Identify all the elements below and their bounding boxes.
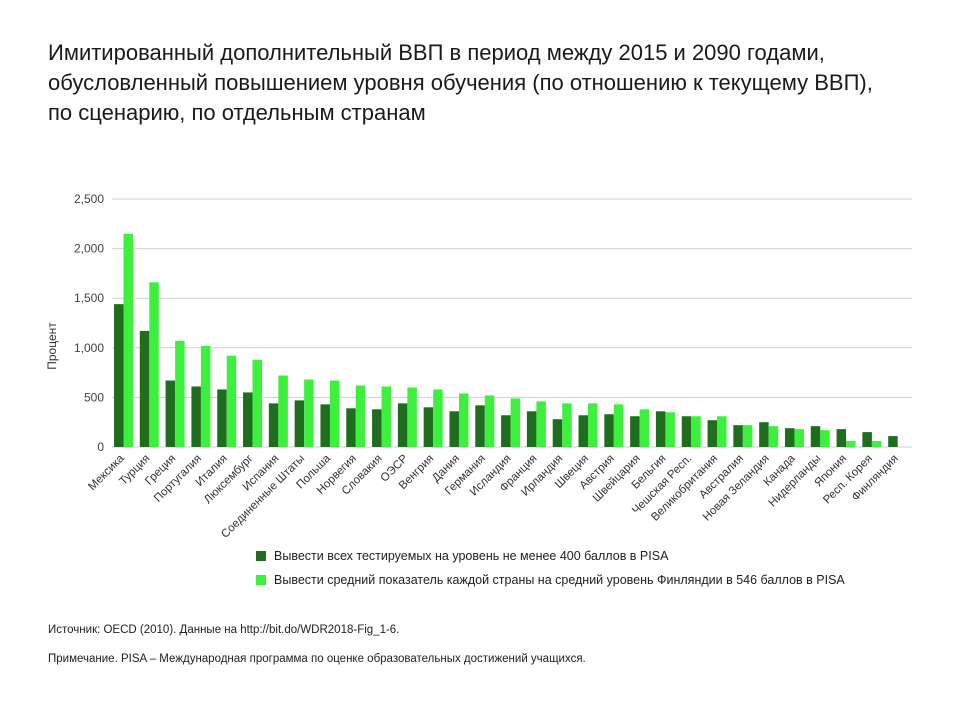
- bar-series-1: [681, 416, 692, 447]
- bar-series-1: [114, 304, 124, 447]
- bar-series-2: [510, 398, 521, 447]
- title-line: Имитированный дополнительный ВВП в перио…: [48, 40, 825, 65]
- bar-series-1: [707, 420, 718, 447]
- bar-series-1: [501, 415, 511, 447]
- y-tick-label: 1,000: [74, 341, 104, 355]
- bar-series-1: [243, 392, 253, 447]
- y-tick-label: 2,000: [74, 242, 104, 256]
- bar-series-1: [810, 426, 821, 447]
- source-note: Источник: OECD (2010). Данные на http://…: [48, 624, 400, 636]
- legend-item: Вывести средний показатель каждой страны…: [256, 568, 845, 592]
- bar-series-2: [304, 379, 314, 447]
- y-tick-label: 2,500: [74, 192, 104, 206]
- bar-series-1: [655, 411, 666, 447]
- bar-series-2: [691, 416, 701, 447]
- bar-series-1: [139, 330, 150, 447]
- bar-series-1: [552, 419, 563, 447]
- bar-series-2: [355, 385, 366, 447]
- y-tick-label: 500: [84, 390, 104, 404]
- bar-series-1: [423, 407, 434, 447]
- bar-series-1: [475, 405, 485, 447]
- bar-series-2: [536, 401, 546, 447]
- legend-item: Вывести всех тестируемых на уровень не м…: [256, 544, 845, 568]
- y-tick-label: 0: [97, 440, 104, 454]
- bar-series-1: [862, 432, 872, 447]
- legend-label: Вывести всех тестируемых на уровень не м…: [274, 549, 669, 563]
- bar-series-1: [191, 386, 201, 447]
- bar-series-1: [320, 404, 330, 447]
- bar-series-1: [784, 428, 795, 447]
- bar-series-1: [526, 411, 537, 447]
- bar-series-1: [294, 400, 305, 447]
- bar-series-2: [588, 403, 598, 447]
- bar-series-1: [217, 389, 227, 447]
- bar-series-2: [252, 359, 263, 447]
- title-line: обусловленный повышением уровня обучения…: [48, 70, 873, 95]
- bar-series-2: [665, 412, 675, 447]
- bar-series-2: [820, 430, 830, 447]
- x-tick-label: Мексика: [86, 452, 127, 493]
- bar-series-2: [200, 345, 211, 447]
- bar-series-1: [759, 422, 769, 447]
- y-tick-labels: 0 500 1,000 1,500 2,000 2,500: [74, 192, 104, 454]
- bar-series-2: [768, 426, 779, 447]
- bar-series-2: [846, 441, 856, 447]
- bar-series-1: [346, 408, 356, 447]
- bar-series-1: [836, 429, 847, 447]
- bar-series-2: [562, 403, 572, 447]
- title-line: по сценарию, по отдельным странам: [48, 100, 426, 125]
- pisa-note: Примечание. PISA – Международная програм…: [48, 653, 586, 665]
- bar-series-1: [888, 436, 898, 447]
- bar-series-2: [742, 425, 753, 447]
- bar-series-2: [639, 409, 650, 447]
- bar-series-1: [449, 411, 459, 447]
- bar-series-2: [717, 416, 727, 447]
- x-tick-labels: МексикаТурцияГрецияПортугалияИталияЛюксе…: [86, 452, 901, 540]
- bar-series-2: [433, 389, 443, 447]
- bar-series-2: [458, 393, 469, 447]
- bar-series-2: [871, 441, 882, 447]
- bar-series-2: [613, 404, 624, 447]
- y-tick-label: 1,500: [74, 291, 104, 305]
- bar-series-1: [372, 409, 382, 447]
- bar-series-2: [381, 386, 392, 447]
- bar-series-2: [407, 387, 417, 447]
- footnotes: Источник: OECD (2010). Данные на http://…: [48, 624, 586, 682]
- bar-series-1: [268, 403, 279, 447]
- y-axis-label: Процент: [45, 322, 59, 370]
- bar-series-2: [278, 375, 288, 447]
- bar-series-1: [165, 380, 176, 447]
- chart-title: Имитированный дополнительный ВВП в перио…: [48, 38, 928, 128]
- bar-series-1: [733, 425, 743, 447]
- bar-series-2: [175, 340, 185, 447]
- bar-series-2: [123, 233, 133, 447]
- bars: [114, 233, 898, 447]
- legend-swatch-dark-green: [256, 551, 266, 561]
- bar-series-1: [604, 414, 614, 447]
- bar-series-1: [630, 416, 640, 447]
- bar-series-1: [578, 415, 589, 447]
- legend-label: Вывести средний показатель каждой страны…: [274, 573, 845, 587]
- bar-series-2: [226, 355, 237, 447]
- legend-swatch-light-green: [256, 575, 266, 585]
- bar-series-2: [329, 380, 340, 447]
- bar-series-1: [397, 403, 408, 447]
- bar-series-2: [149, 282, 159, 447]
- legend: Вывести всех тестируемых на уровень не м…: [256, 544, 845, 592]
- bar-series-2: [794, 429, 804, 447]
- bar-series-2: [484, 395, 495, 447]
- bar-chart: 0 500 1,000 1,500 2,000 2,500 МексикаТурцияГр…: [45, 192, 912, 540]
